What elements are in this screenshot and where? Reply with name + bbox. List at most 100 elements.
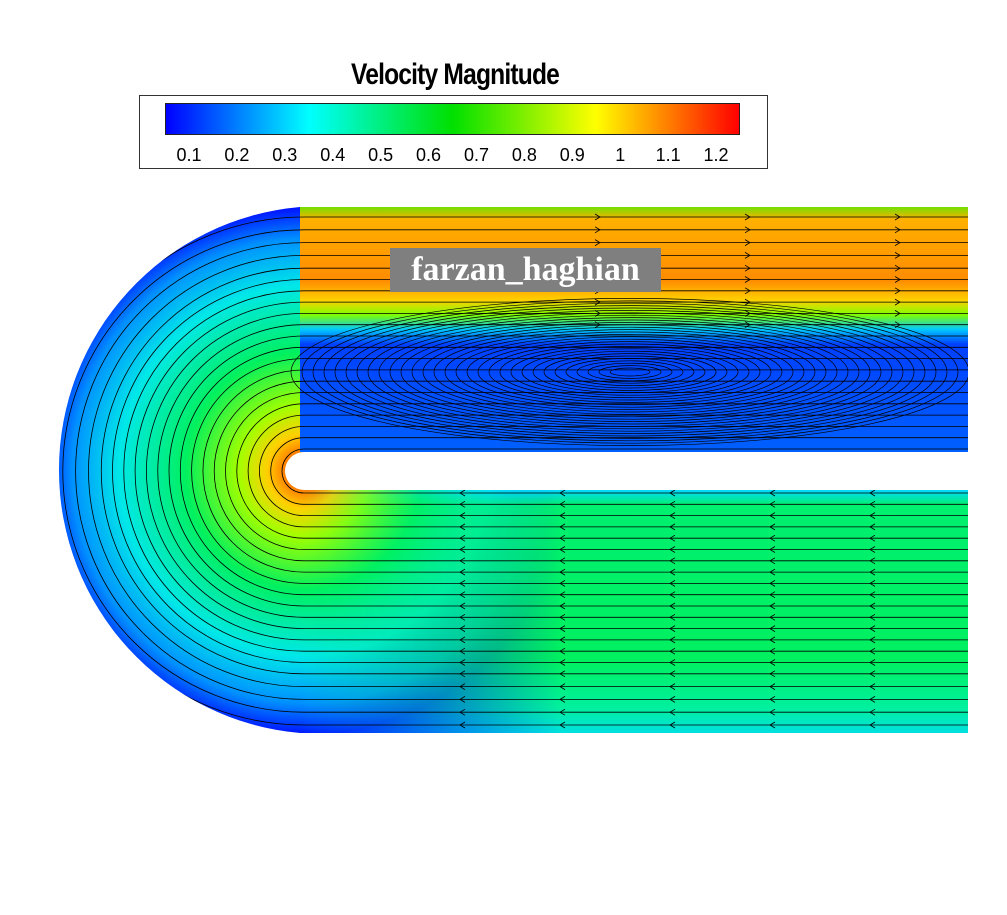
streamline-arrow xyxy=(869,659,876,666)
streamline-arrow xyxy=(594,213,601,221)
colorbar-tick-label: 0.1 xyxy=(176,145,202,165)
streamline-arrow xyxy=(559,625,566,632)
streamline-arrow xyxy=(669,500,676,508)
streamline-arrow xyxy=(769,721,776,729)
streamline-arrow xyxy=(894,298,901,306)
recirculation-streamline xyxy=(598,365,662,379)
streamline-arrow xyxy=(769,696,776,703)
recirculation-streamline xyxy=(488,341,772,403)
streamline-arrow xyxy=(769,500,776,508)
streamline-arrow xyxy=(669,512,676,519)
streamline-arrow xyxy=(559,500,566,508)
streamline-arrow xyxy=(769,534,776,542)
streamline xyxy=(270,437,968,505)
streamline xyxy=(157,324,968,618)
streamline-arrow xyxy=(594,226,601,234)
recirculation-streamline xyxy=(477,338,783,406)
streamline-arrow xyxy=(894,264,901,272)
streamline-arrow xyxy=(869,670,876,678)
colorbar-tick-label: 0.7 xyxy=(463,145,489,165)
streamline-arrow xyxy=(744,287,751,295)
streamline-arrow xyxy=(669,557,676,565)
streamline-arrow xyxy=(869,683,876,690)
streamline xyxy=(58,216,968,726)
recirculation-streamline xyxy=(312,302,948,442)
streamline-arrow xyxy=(459,708,466,716)
streamline-arrow xyxy=(559,636,566,644)
streamline-arrow xyxy=(669,636,676,644)
streamline-arrow xyxy=(869,636,876,644)
colorbar-tick-label: 1 xyxy=(615,145,626,165)
colorbar-tick-label: 0.2 xyxy=(224,145,250,165)
streamline-arrow xyxy=(869,523,876,531)
streamline xyxy=(259,426,968,516)
streamline-arrow xyxy=(459,636,466,644)
streamline-arrow xyxy=(769,708,776,716)
recirculation-streamline xyxy=(466,336,794,408)
recirculation-streamline xyxy=(378,317,882,427)
streamline-arrow xyxy=(869,696,876,703)
streamline-arrow xyxy=(559,708,566,716)
streamline-arrow xyxy=(869,580,876,587)
streamline-arrow xyxy=(669,721,676,729)
streamline xyxy=(123,290,968,652)
colorbar xyxy=(165,103,740,135)
streamline-arrow xyxy=(769,636,776,644)
streamline xyxy=(191,358,968,584)
recirculation-streamline xyxy=(587,362,673,382)
streamline-arrow xyxy=(894,213,901,221)
streamline-arrow xyxy=(769,683,776,690)
recirculation-streamline xyxy=(455,334,805,410)
streamline-arrow xyxy=(559,613,566,621)
streamline-arrow xyxy=(669,647,676,655)
recirculation-streamline xyxy=(499,343,761,401)
colorbar-legend: 0.1 0.2 0.3 0.4 0.5 0.6 0.7 0.8 0.9 1 1.1 1.2 xyxy=(139,95,768,169)
streamline-arrow xyxy=(669,708,676,716)
streamline-arrow xyxy=(459,670,466,678)
streamline-arrow xyxy=(869,613,876,621)
chart-title: Velocity Magnitude xyxy=(350,58,560,91)
streamline-arrow xyxy=(559,591,566,599)
streamline-arrow xyxy=(669,683,676,690)
streamline-arrow xyxy=(669,602,676,610)
streamline-arrow xyxy=(594,239,601,246)
streamline-arrow xyxy=(459,546,466,553)
streamline-arrow xyxy=(769,613,776,621)
streamline-arrow xyxy=(869,557,876,565)
streamline-arrow xyxy=(769,591,776,599)
recirculation-streamline xyxy=(400,322,860,422)
streamline-arrow xyxy=(559,683,566,690)
streamline-arrow xyxy=(559,696,566,703)
streamline-arrow xyxy=(769,602,776,610)
streamline-arrow xyxy=(869,568,876,576)
streamline xyxy=(168,335,968,607)
streamline-arrow xyxy=(459,613,466,621)
streamline-arrow xyxy=(769,523,776,531)
streamline xyxy=(62,229,968,713)
colorbar-tick-label: 0.6 xyxy=(416,145,442,165)
streamline-arrow xyxy=(669,534,676,542)
streamline-arrow xyxy=(559,580,566,587)
recirculation-streamline xyxy=(565,358,695,386)
streamline-arrow xyxy=(459,602,466,610)
streamline xyxy=(236,403,968,539)
streamline-arrow xyxy=(744,239,751,246)
streamline-arrow xyxy=(769,568,776,576)
streamline-arrow xyxy=(594,298,601,306)
streamline-arrow xyxy=(459,568,466,576)
recirculation-streamline xyxy=(290,298,968,446)
streamline-arrow xyxy=(669,670,676,678)
streamline-arrow xyxy=(769,557,776,565)
streamline-arrow xyxy=(459,523,466,531)
recirculation-streamline xyxy=(301,300,959,444)
recirculation-streamline xyxy=(532,350,728,394)
streamline-arrow xyxy=(769,625,776,632)
streamline-arrow xyxy=(459,489,466,497)
recirculation-streamline xyxy=(543,353,717,391)
recirculation-streamline xyxy=(433,329,827,415)
streamline-arrow xyxy=(559,568,566,576)
streamline-arrow xyxy=(869,534,876,542)
streamline-arrow xyxy=(769,670,776,678)
streamline-arrow xyxy=(769,489,776,497)
streamline-arrow xyxy=(769,647,776,655)
